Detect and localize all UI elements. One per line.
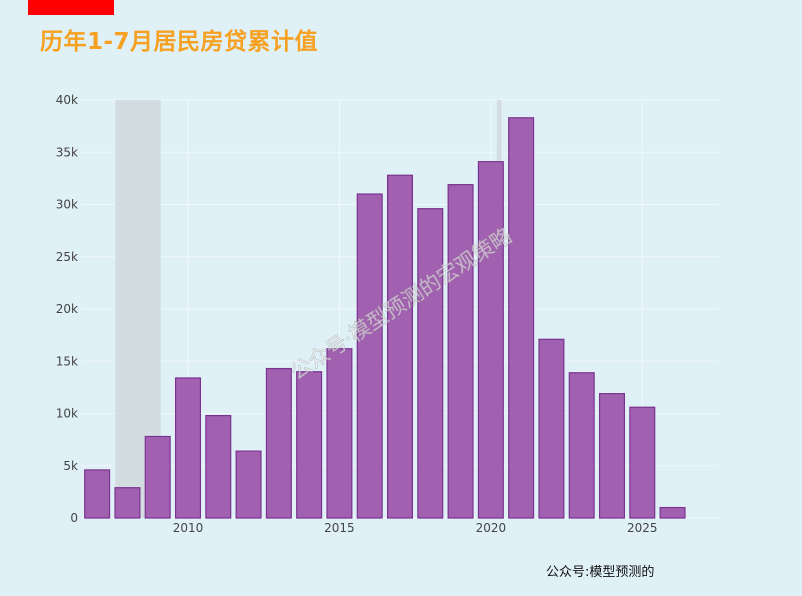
bar <box>205 414 232 519</box>
bar <box>598 393 626 519</box>
x-tick-label: 2025 <box>627 521 658 535</box>
bar <box>629 406 656 519</box>
bar <box>326 348 353 519</box>
bar <box>114 487 141 519</box>
y-tick-label: 5k <box>63 459 78 473</box>
bar <box>174 377 202 519</box>
bar <box>447 184 474 519</box>
bar <box>477 161 504 519</box>
page-title: 历年1-7月居民房贷累计值 <box>40 29 319 55</box>
bar <box>538 338 565 519</box>
y-tick-label: 25k <box>56 250 78 264</box>
bar <box>659 506 686 519</box>
bar <box>568 372 595 519</box>
bar <box>235 450 262 519</box>
x-tick-label: 2015 <box>324 521 355 535</box>
y-axis-ticks: 0 5k 10k 15k 20k 25k 30k 35k 40k <box>56 93 78 525</box>
y-tick-label: 20k <box>56 302 78 316</box>
bar <box>417 208 444 519</box>
brand-tab <box>28 0 114 15</box>
x-tick-label: 2010 <box>173 521 204 535</box>
bars <box>84 117 686 519</box>
y-tick-label: 0 <box>70 511 78 525</box>
bar <box>144 435 171 519</box>
y-tick-label: 10k <box>56 407 78 421</box>
y-tick-label: 30k <box>56 198 78 212</box>
bar <box>265 367 292 519</box>
bar <box>508 117 535 519</box>
bar <box>356 193 383 519</box>
y-tick-label: 40k <box>56 93 78 107</box>
bar <box>296 371 323 519</box>
bar <box>84 469 111 519</box>
x-tick-label: 2020 <box>476 521 507 535</box>
x-axis-ticks: 2010 2015 2020 2025 <box>173 521 658 535</box>
y-tick-label: 35k <box>56 145 78 159</box>
bar <box>386 174 414 519</box>
footer-caption: 公众号:模型预测的 <box>546 565 655 580</box>
y-tick-label: 15k <box>56 354 78 368</box>
